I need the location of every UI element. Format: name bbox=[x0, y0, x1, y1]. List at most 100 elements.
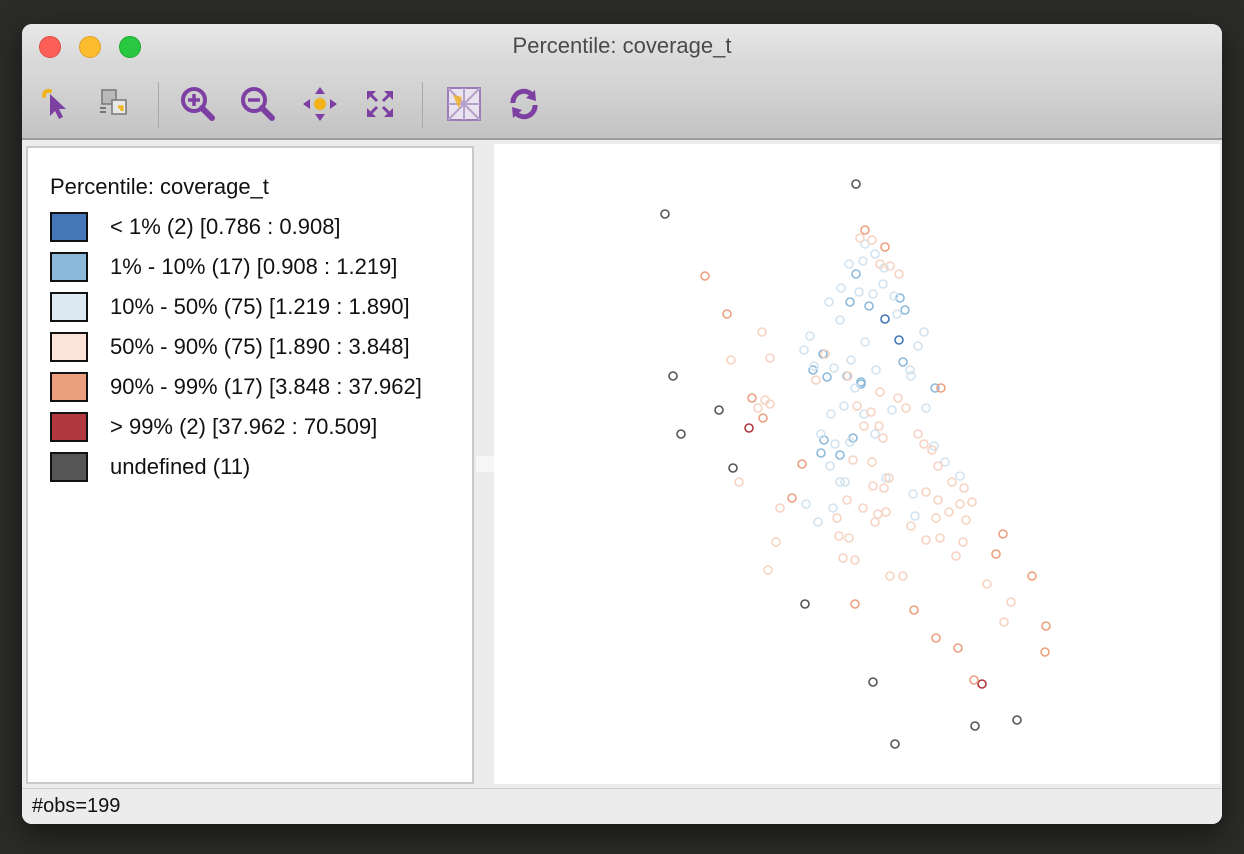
map-point[interactable] bbox=[855, 233, 865, 243]
legend-item[interactable]: 10% - 50% (75) [1.219 : 1.890] bbox=[50, 292, 470, 324]
map-canvas[interactable] bbox=[494, 144, 1220, 784]
map-point[interactable] bbox=[885, 571, 895, 581]
map-point[interactable] bbox=[775, 503, 785, 513]
map-point[interactable] bbox=[820, 349, 830, 359]
map-point[interactable] bbox=[927, 445, 937, 455]
map-point[interactable] bbox=[787, 493, 797, 503]
map-point[interactable] bbox=[881, 473, 891, 483]
map-point[interactable] bbox=[845, 297, 855, 307]
map-point[interactable] bbox=[747, 393, 757, 403]
map-point[interactable] bbox=[850, 555, 860, 565]
map-point[interactable] bbox=[894, 269, 904, 279]
map-point[interactable] bbox=[875, 387, 885, 397]
fit-to-window-button[interactable] bbox=[360, 84, 400, 124]
map-point[interactable] bbox=[909, 605, 919, 615]
map-point[interactable] bbox=[961, 515, 971, 525]
legend-item[interactable]: 90% - 99% (17) [3.848 : 37.962] bbox=[50, 372, 470, 404]
map-point[interactable] bbox=[744, 423, 754, 433]
minimize-window-button[interactable] bbox=[79, 36, 101, 58]
map-point[interactable] bbox=[728, 463, 738, 473]
map-point[interactable] bbox=[959, 483, 969, 493]
map-point[interactable] bbox=[834, 531, 844, 541]
map-point[interactable] bbox=[880, 242, 890, 252]
map-point[interactable] bbox=[850, 383, 860, 393]
map-point[interactable] bbox=[874, 421, 884, 431]
map-point[interactable] bbox=[898, 357, 908, 367]
splitter-handle[interactable] bbox=[476, 456, 494, 472]
maximize-window-button[interactable] bbox=[119, 36, 141, 58]
map-point[interactable] bbox=[921, 535, 931, 545]
map-point[interactable] bbox=[898, 571, 908, 581]
map-point[interactable] bbox=[1040, 647, 1050, 657]
map-point[interactable] bbox=[860, 337, 870, 347]
map-point[interactable] bbox=[958, 537, 968, 547]
map-point[interactable] bbox=[871, 365, 881, 375]
map-point[interactable] bbox=[734, 477, 744, 487]
map-point[interactable] bbox=[977, 679, 987, 689]
map-point[interactable] bbox=[895, 293, 905, 303]
map-point[interactable] bbox=[856, 377, 866, 387]
map-point[interactable] bbox=[866, 407, 876, 417]
map-point[interactable] bbox=[797, 459, 807, 469]
close-window-button[interactable] bbox=[39, 36, 61, 58]
legend-item[interactable]: < 1% (2) [0.786 : 0.908] bbox=[50, 212, 470, 244]
map-point[interactable] bbox=[868, 289, 878, 299]
map-point[interactable] bbox=[660, 209, 670, 219]
refresh-button[interactable] bbox=[504, 84, 544, 124]
select-tool-button[interactable] bbox=[36, 84, 76, 124]
legend-item[interactable]: 50% - 90% (75) [1.890 : 3.848] bbox=[50, 332, 470, 364]
selection-mode-button[interactable] bbox=[94, 84, 134, 124]
map-point[interactable] bbox=[811, 375, 821, 385]
map-point[interactable] bbox=[722, 309, 732, 319]
map-point[interactable] bbox=[868, 481, 878, 491]
legend-item[interactable]: > 99% (2) [37.962 : 70.509] bbox=[50, 412, 470, 444]
map-point[interactable] bbox=[851, 269, 861, 279]
map-point[interactable] bbox=[913, 341, 923, 351]
map-point[interactable] bbox=[1027, 571, 1037, 581]
map-point[interactable] bbox=[838, 553, 848, 563]
map-point[interactable] bbox=[846, 355, 856, 365]
map-point[interactable] bbox=[860, 225, 870, 235]
map-point[interactable] bbox=[901, 403, 911, 413]
map-point[interactable] bbox=[858, 503, 868, 513]
map-point[interactable] bbox=[763, 565, 773, 575]
map-point[interactable] bbox=[893, 393, 903, 403]
map-point[interactable] bbox=[967, 497, 977, 507]
legend-item[interactable]: 1% - 10% (17) [0.908 : 1.219] bbox=[50, 252, 470, 284]
map-point[interactable] bbox=[758, 413, 768, 423]
map-point[interactable] bbox=[951, 551, 961, 561]
map-point[interactable] bbox=[843, 371, 853, 381]
map-point[interactable] bbox=[700, 271, 710, 281]
map-point[interactable] bbox=[931, 513, 941, 523]
map-point[interactable] bbox=[835, 477, 845, 487]
map-point[interactable] bbox=[1041, 621, 1051, 631]
map-point[interactable] bbox=[870, 429, 880, 439]
map-point[interactable] bbox=[839, 401, 849, 411]
map-point[interactable] bbox=[982, 579, 992, 589]
map-point[interactable] bbox=[1012, 715, 1022, 725]
map-point[interactable] bbox=[906, 521, 916, 531]
map-point[interactable] bbox=[816, 448, 826, 458]
map-point[interactable] bbox=[845, 437, 855, 447]
title-bar[interactable]: Percentile: coverage_t bbox=[22, 24, 1222, 68]
zoom-out-button[interactable] bbox=[238, 84, 278, 124]
map-point[interactable] bbox=[955, 471, 965, 481]
pan-button[interactable] bbox=[300, 84, 340, 124]
map-point[interactable] bbox=[848, 455, 858, 465]
map-point[interactable] bbox=[864, 301, 874, 311]
map-point[interactable] bbox=[842, 495, 852, 505]
map-point[interactable] bbox=[890, 739, 900, 749]
map-point[interactable] bbox=[852, 401, 862, 411]
map-point[interactable] bbox=[714, 405, 724, 415]
map-point[interactable] bbox=[859, 421, 869, 431]
map-point[interactable] bbox=[905, 365, 915, 375]
map-point[interactable] bbox=[999, 617, 1009, 627]
map-point[interactable] bbox=[910, 511, 920, 521]
map-point[interactable] bbox=[765, 353, 775, 363]
map-point[interactable] bbox=[919, 439, 929, 449]
map-point[interactable] bbox=[805, 331, 815, 341]
legend-item[interactable]: undefined (11) bbox=[50, 452, 470, 484]
map-point[interactable] bbox=[887, 405, 897, 415]
map-point[interactable] bbox=[889, 291, 899, 301]
map-point[interactable] bbox=[970, 721, 980, 731]
